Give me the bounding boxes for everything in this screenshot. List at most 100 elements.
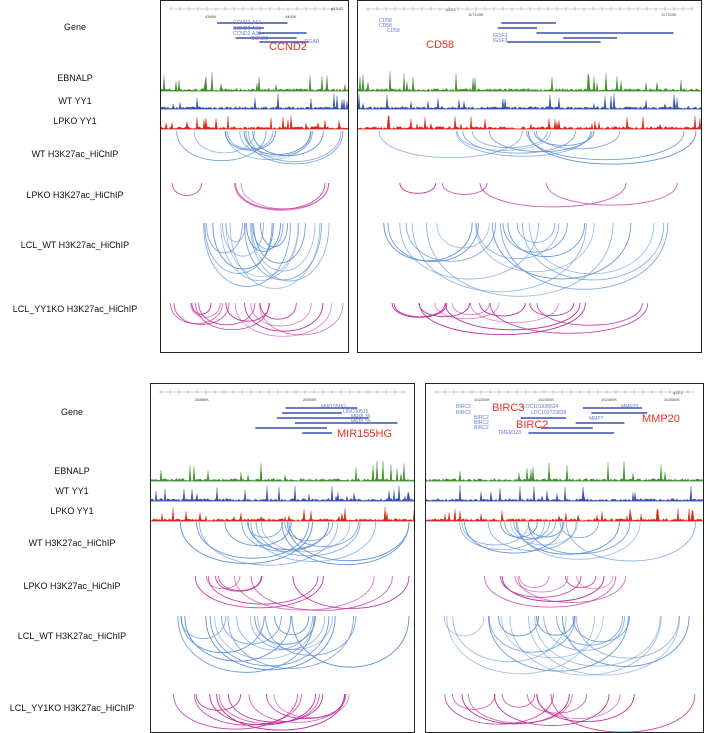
- interaction-arc: [543, 615, 626, 651]
- label-lpko-hichip: LPKO H3K27ac_HiChIP: [23, 581, 121, 591]
- interaction-arc: [284, 521, 334, 542]
- interaction-arc: [475, 222, 595, 273]
- interaction-arc: [576, 575, 614, 590]
- interaction-arc: [487, 521, 577, 551]
- interaction-arc: [441, 182, 488, 195]
- interaction-arc: [255, 521, 361, 557]
- interaction-arc: [527, 521, 631, 555]
- interaction-arc: [518, 575, 550, 588]
- ruler-tick: 102400K: [601, 397, 618, 402]
- gene-label: BIRC2: [474, 415, 489, 421]
- interaction-arc: [227, 693, 324, 723]
- interaction-arc: [291, 615, 410, 668]
- interaction-arc: [516, 222, 556, 243]
- interaction-arc: [259, 302, 297, 320]
- interaction-arc: [251, 222, 316, 272]
- interaction-arc: [233, 575, 375, 611]
- interaction-arc: [205, 222, 243, 253]
- interaction-arc: [180, 615, 265, 654]
- interaction-arc: [243, 130, 312, 155]
- interaction-arc: [205, 575, 241, 589]
- interaction-arc: [535, 130, 621, 150]
- label-lcl-yy1ko-hichip: LCL_YY1KO H3K27ac_HiChIP: [12, 304, 138, 314]
- interaction-arc: [536, 302, 643, 326]
- interaction-arc: [225, 222, 299, 277]
- gene-label: MRPL39: [351, 414, 371, 420]
- interaction-arc: [250, 575, 393, 611]
- interaction-arc: [171, 182, 203, 196]
- ruler-tick: 102500K: [664, 397, 681, 402]
- interaction-arc: [220, 222, 300, 282]
- interaction-arc: [257, 615, 333, 650]
- signal-track: [151, 485, 414, 502]
- interaction-arc: [499, 575, 582, 598]
- ruler-tick: 102300K: [538, 397, 555, 402]
- interaction-arc: [173, 693, 299, 730]
- panel-ccnd2: 4380K 4400K p13.32 CCND2-AS1 CCND2-AS1 C…: [160, 0, 349, 353]
- interaction-arc: [173, 302, 230, 325]
- interaction-arc: [281, 521, 410, 566]
- interaction-arc: [234, 302, 332, 337]
- label-lpko-yy1: LPKO YY1: [50, 506, 94, 516]
- interaction-arc: [212, 222, 274, 270]
- interaction-arc: [190, 302, 221, 318]
- ruler-tick: 26880K: [195, 397, 209, 402]
- interaction-arc: [522, 222, 665, 281]
- gene-label: CCND2-AS1: [233, 31, 262, 37]
- interaction-arc: [260, 222, 289, 248]
- interaction-arc: [245, 222, 281, 252]
- interaction-arc: [550, 693, 696, 732]
- interaction-arc: [287, 521, 410, 561]
- tracks: [151, 390, 414, 731]
- tracks: [358, 7, 701, 336]
- interaction-arc: [215, 575, 263, 592]
- label-lpko-yy1: LPKO YY1: [53, 116, 97, 126]
- interaction-arc: [214, 615, 315, 660]
- interaction-arc: [475, 222, 560, 260]
- interaction-arc: [501, 693, 536, 708]
- interaction-arc: [419, 302, 586, 336]
- interaction-arc: [500, 222, 669, 290]
- gene-label: LOC101928624: [523, 404, 559, 410]
- interaction-arc: [500, 521, 538, 538]
- interaction-arc: [393, 302, 446, 318]
- interaction-arc: [534, 615, 661, 667]
- gene-label: BIRC3: [456, 410, 471, 416]
- interaction-arc: [504, 521, 551, 540]
- interaction-arc: [195, 693, 242, 711]
- signal-track: [161, 115, 348, 130]
- highlight-gene: BIRC2: [516, 419, 549, 431]
- chrom-band: q22.2: [673, 390, 684, 395]
- interaction-arc: [246, 521, 284, 538]
- signal-track: [151, 461, 414, 482]
- interaction-arc: [193, 130, 256, 154]
- interaction-arc: [229, 222, 321, 289]
- interaction-arc: [533, 130, 595, 146]
- interaction-arc: [176, 130, 267, 161]
- highlight-gene: MMP20: [642, 413, 680, 425]
- interaction-arc: [216, 693, 346, 731]
- interaction-arc: [207, 575, 319, 605]
- interaction-arc: [470, 302, 559, 323]
- interaction-arc: [191, 302, 212, 315]
- interaction-arc: [484, 575, 617, 608]
- interaction-arc: [446, 615, 595, 675]
- gene-label: CD58: [379, 23, 392, 29]
- interaction-arc: [247, 130, 342, 162]
- highlight-gene: BIRC3: [492, 402, 525, 414]
- interaction-arc: [536, 693, 635, 723]
- interaction-arc: [487, 615, 629, 672]
- interaction-arc: [288, 521, 359, 548]
- interaction-arc: [455, 130, 592, 157]
- label-wt-yy1: WT YY1: [55, 486, 89, 496]
- ruler-tick: 117100K: [468, 12, 484, 17]
- gene-label: BIRC2: [474, 420, 489, 426]
- interaction-arc: [436, 222, 490, 249]
- interaction-arc: [559, 521, 599, 538]
- interaction-arc: [234, 182, 329, 211]
- gene-label: LOC102723838: [531, 410, 567, 416]
- interaction-arc: [204, 222, 273, 274]
- signal-track: [151, 507, 414, 522]
- interaction-arc: [245, 130, 344, 165]
- interaction-arc: [461, 521, 530, 546]
